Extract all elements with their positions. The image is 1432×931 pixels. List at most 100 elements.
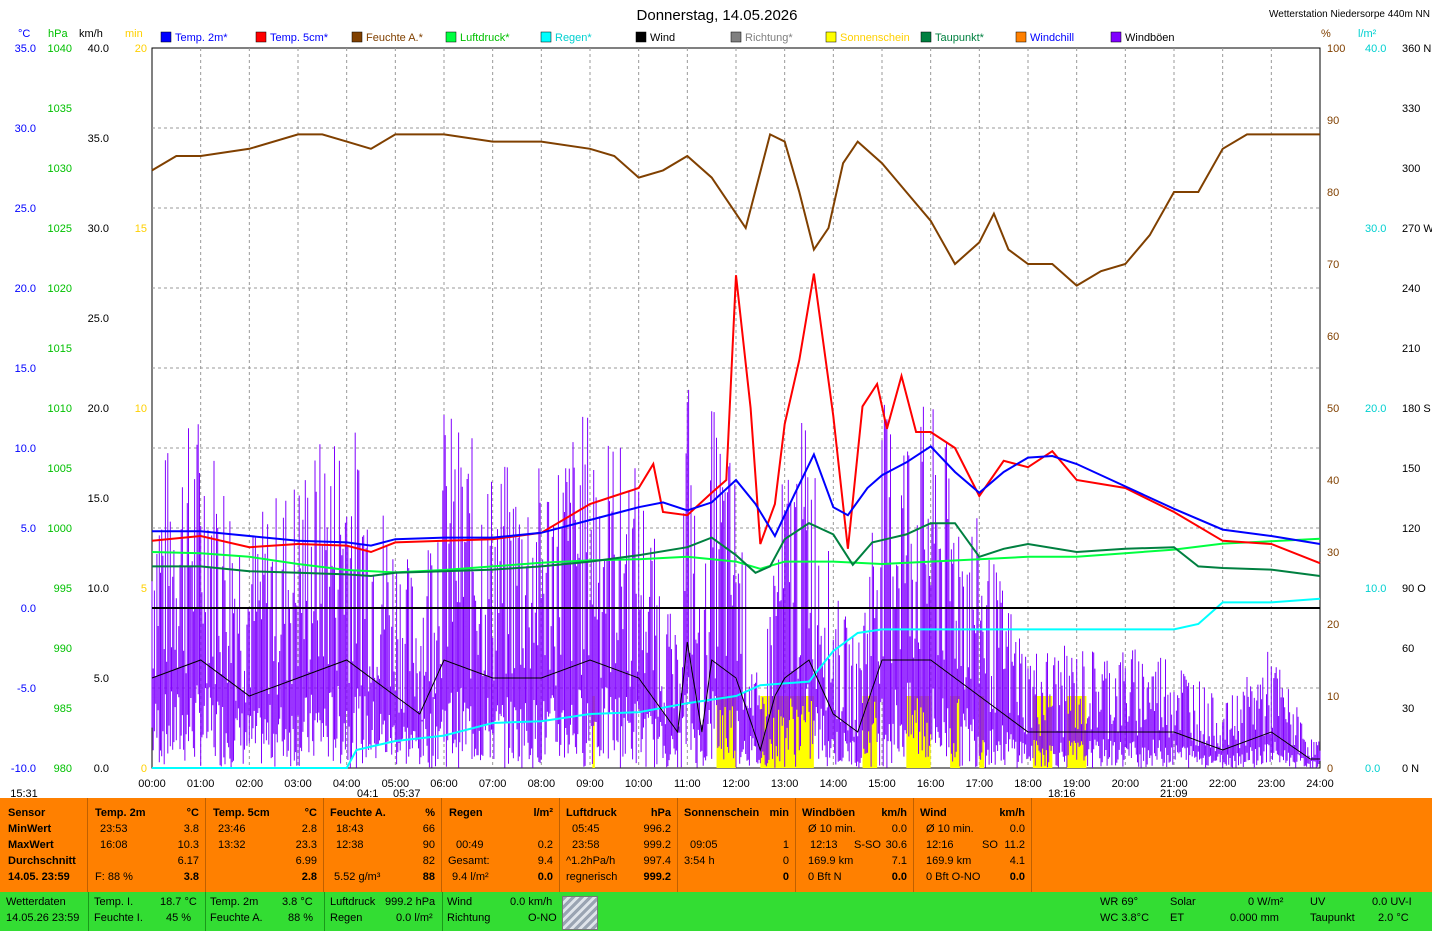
temp5cm-current: 2.8 (301, 871, 317, 883)
rain-label: Regen (330, 912, 363, 924)
dewpoint-label: Taupunkt (1310, 912, 1355, 924)
legend-label: Feuchte A.* (366, 32, 424, 44)
tick-label-min: 0 (141, 763, 147, 775)
unit-percent: % (1321, 28, 1331, 40)
series-temp-2m (152, 445, 1321, 547)
legend-label: Wind (650, 32, 675, 44)
tick-label-kmh: 25.0 (88, 313, 109, 325)
luftdruck-unit: hPa (650, 807, 671, 819)
temp5cm-min: 2.8 (301, 823, 317, 835)
tick-label-direction: 30 (1402, 703, 1414, 715)
tick-label-time: 07:00 (479, 778, 507, 790)
pressure: 999.2 hPa (385, 896, 436, 908)
sunshine-bar (592, 696, 595, 768)
sonne-title: Sonnenschein (684, 807, 760, 819)
tick-label-celsius: 0.0 (21, 603, 36, 615)
temp2m-min-time: 23:53 (100, 823, 128, 835)
regen-gesamt-label: Gesamt: (448, 855, 490, 867)
tick-label-kmh: 35.0 (88, 133, 109, 145)
boeen-title: Windböen (802, 807, 856, 819)
temp5cm-max: 23.3 (295, 839, 317, 851)
regen-current: 0.0 (537, 871, 553, 883)
tick-label-lm2: 10.0 (1365, 583, 1386, 595)
regen-gesamt: 9.4 (537, 855, 553, 867)
legend-label: Temp. 5cm* (270, 32, 329, 44)
legend-label: Taupunkt* (935, 32, 985, 44)
wind-max-dir: SO (982, 839, 998, 851)
legend-swatch (1110, 31, 1122, 43)
legend-label: Regen* (555, 32, 592, 44)
dewpoint: 2.0 °C (1378, 912, 1409, 924)
unit-lm2: l/m² (1358, 28, 1377, 40)
luftdruck-max-time: 23:58 (572, 839, 600, 851)
rain: 0.0 l/m² (396, 912, 433, 924)
tick-label-direction: 270 W (1402, 223, 1432, 235)
temp2m-max: 10.3 (177, 839, 199, 851)
wind-mean: 4.1 (1009, 855, 1025, 867)
tick-label-min: 15 (135, 223, 147, 235)
legend-swatch (1015, 31, 1027, 43)
station-name: Wetterstation Niedersorpe 440m NN (1269, 9, 1430, 20)
boeen-current: 0.0 (891, 871, 907, 883)
boeen-run: 169.9 km (808, 855, 854, 867)
tick-label-percent: 40 (1327, 475, 1339, 487)
tick-label-time: 19:00 (1063, 778, 1091, 790)
tick-label-lm2: 30.0 (1365, 223, 1386, 235)
luftdruck-trend: 997.4 (643, 855, 671, 867)
tick-label-time: 05:00 (382, 778, 410, 790)
row-min-label: MinWert (8, 823, 52, 835)
time-markers: 15:31 04:1 05:37 18:16 21:09 (10, 788, 1187, 798)
boeen-max: 30.6 (885, 839, 907, 851)
temp-indoor: 18.7 °C (160, 896, 197, 908)
wind-direction-degrees: WR 69° (1100, 896, 1139, 908)
feuchte-max: 90 (422, 839, 435, 851)
tick-label-percent: 30 (1327, 547, 1339, 559)
tick-label-time: 02:00 (236, 778, 264, 790)
legend-swatch (160, 31, 172, 43)
tick-label-hpa: 1015 (48, 343, 72, 355)
tick-label-percent: 50 (1327, 403, 1339, 415)
feuchte-min: 66 (422, 823, 435, 835)
tick-label-celsius: 5.0 (21, 523, 36, 535)
wind-title: Wind (920, 807, 947, 819)
tick-label-time: 01:00 (187, 778, 215, 790)
legend-swatch (540, 31, 552, 43)
unit-celsius: °C (18, 28, 30, 40)
tick-label-percent: 100 (1327, 43, 1345, 55)
boeen-unit: km/h (881, 807, 907, 819)
tick-label-direction: 60 (1402, 643, 1414, 655)
col-sensor: Sensor MinWert MaxWert Durchschnitt 14.0… (0, 798, 88, 892)
direction-label: Richtung (447, 912, 491, 924)
row-avg-label: Durchschnitt (8, 855, 76, 867)
boeen-bft: 0 Bft N (808, 871, 842, 883)
tick-label-kmh: 30.0 (88, 223, 109, 235)
tick-label-time: 11:00 (674, 778, 701, 790)
series-regen (152, 597, 1321, 769)
evapotranspiration: 0.000 mm (1230, 912, 1279, 924)
time-marker: 04:1 (357, 788, 378, 798)
et-label: ET (1170, 912, 1185, 924)
tick-label-time: 17:00 (966, 778, 994, 790)
legend-swatch (255, 31, 267, 43)
tick-label-kmh: 0.0 (94, 763, 109, 775)
temp-2m: 3.8 °C (282, 896, 313, 908)
luftdruck-title: Luftdruck (566, 807, 617, 819)
time-marker: 21:09 (1160, 788, 1188, 798)
boeen-avg-label: Ø 10 min. (808, 823, 856, 835)
tick-label-celsius: 20.0 (15, 283, 36, 295)
luftdruck-current: 999.2 (643, 871, 671, 883)
tick-label-direction: 150 (1402, 463, 1420, 475)
legend-label: Richtung* (745, 32, 793, 44)
current-data-bar: Wetterdaten 14.05.26 23:59 Temp. I. 18.7… (0, 892, 1432, 931)
bottom-divider (88, 892, 89, 931)
temp-indoor-label: Temp. I. (94, 896, 134, 908)
tick-label-lm2: 20.0 (1365, 403, 1386, 415)
tick-label-hpa: 1035 (48, 103, 72, 115)
tick-label-time: 12:00 (722, 778, 750, 790)
luftdruck-max: 999.2 (643, 839, 671, 851)
col-feuchte: Feuchte A. % 18:43 66 12:38 90 82 5.52 g… (324, 798, 442, 892)
col-temp5cm: Temp. 5cm °C 23:46 2.8 13:32 23.3 6.99 2… (206, 798, 324, 892)
tick-label-direction: 90 O (1402, 583, 1426, 595)
temp2m-max-time: 16:08 (100, 839, 128, 851)
tick-label-celsius: 35.0 (15, 43, 36, 55)
